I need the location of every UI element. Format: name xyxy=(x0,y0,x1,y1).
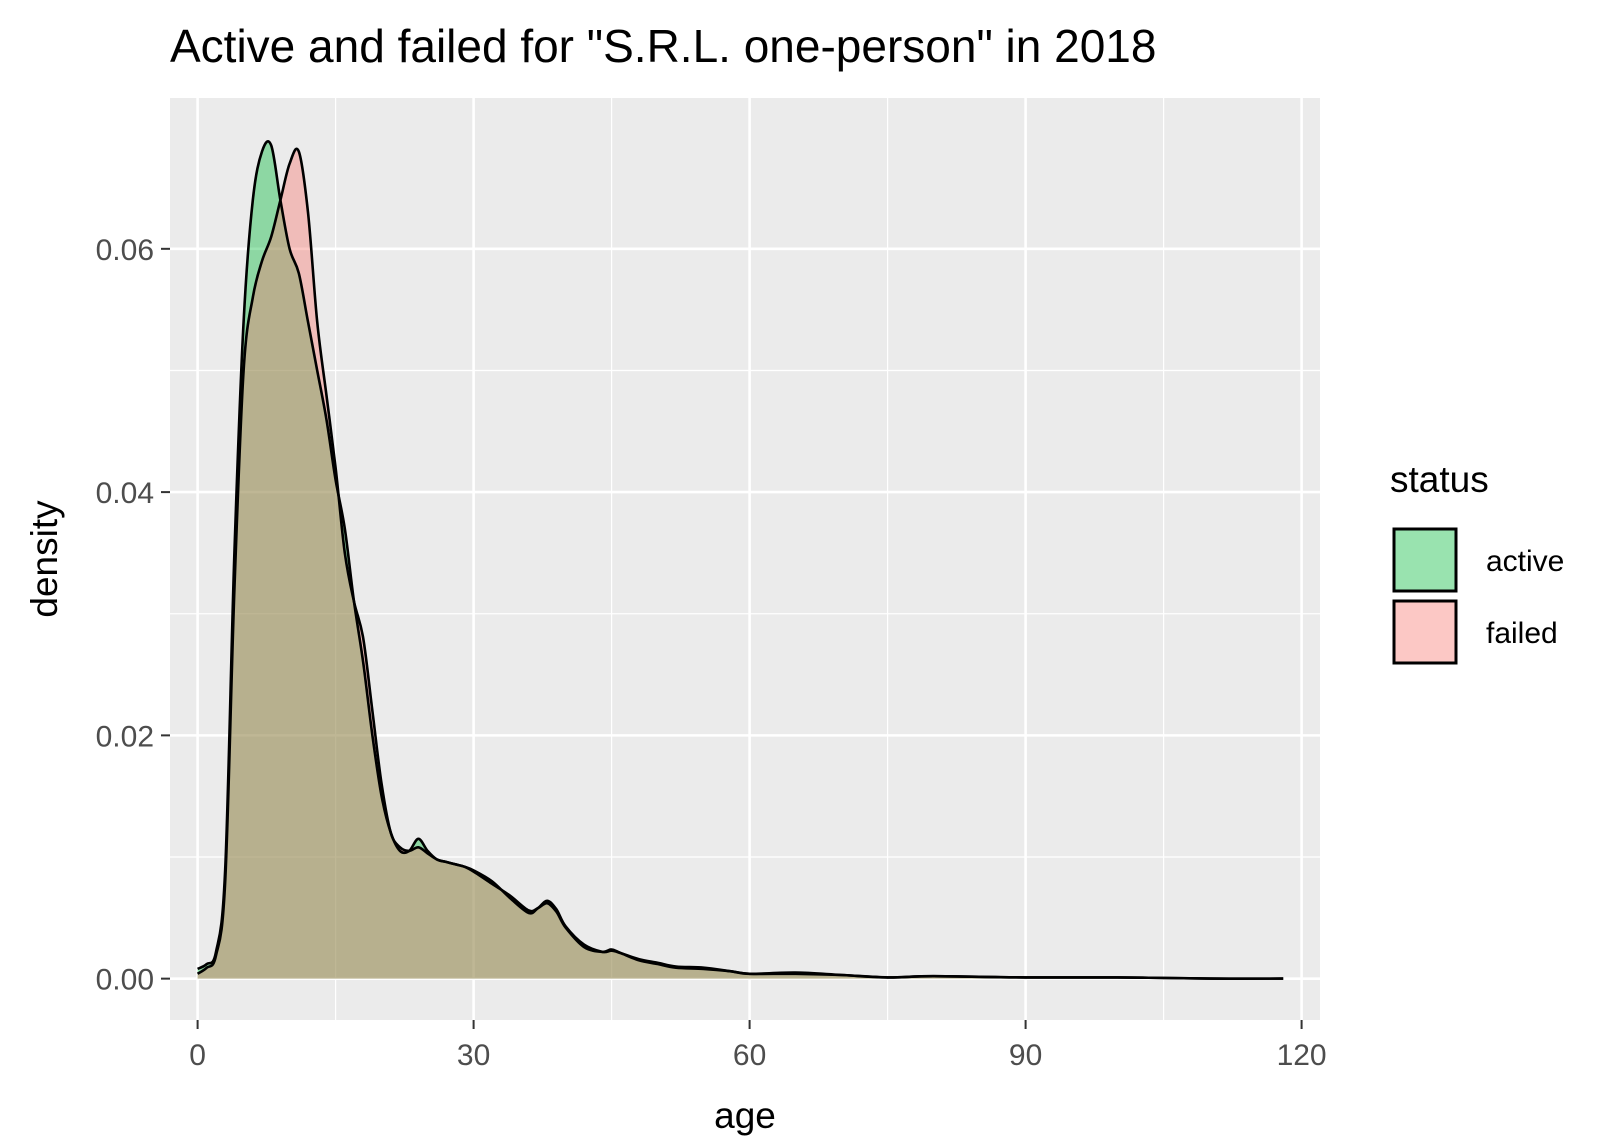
legend-key-bg xyxy=(1392,527,1458,593)
x-axis: 0 30 60 90 120 xyxy=(189,1020,1327,1072)
y-tick-label: 0.00 xyxy=(96,964,154,997)
grid-minor-lines xyxy=(170,98,1320,1020)
density-line-failed xyxy=(196,147,1284,980)
density-area-failed xyxy=(197,148,1284,979)
legend-label-active: active xyxy=(1486,545,1564,578)
legend-key-bg xyxy=(1392,599,1458,665)
legend-items: active failed xyxy=(1392,527,1564,665)
legend: status active failed xyxy=(1390,459,1564,665)
y-tick-label: 0.02 xyxy=(96,720,154,753)
x-tick-label: 0 xyxy=(189,1039,206,1072)
x-axis-title: age xyxy=(714,1095,776,1136)
legend-key-failed xyxy=(1392,599,1458,665)
x-tick-label: 120 xyxy=(1277,1039,1327,1072)
y-tick-label: 0.04 xyxy=(96,477,154,510)
plot-panel xyxy=(170,98,1320,1020)
y-axis: 0.00 0.02 0.04 0.06 xyxy=(96,234,170,997)
legend-key-active xyxy=(1392,527,1458,593)
legend-label-failed: failed xyxy=(1486,617,1558,650)
x-tick-label: 90 xyxy=(1009,1039,1042,1072)
series-layer xyxy=(196,140,1284,980)
x-tick-label: 60 xyxy=(733,1039,766,1072)
density-area-active xyxy=(197,141,1284,979)
y-tick-label: 0.06 xyxy=(96,234,154,267)
legend-title: status xyxy=(1390,459,1489,500)
x-tick-label: 30 xyxy=(457,1039,490,1072)
y-axis-title: density xyxy=(24,500,65,618)
grid-major-lines xyxy=(170,98,1320,1020)
chart-title: Active and failed for "S.R.L. one-person… xyxy=(170,20,1156,72)
